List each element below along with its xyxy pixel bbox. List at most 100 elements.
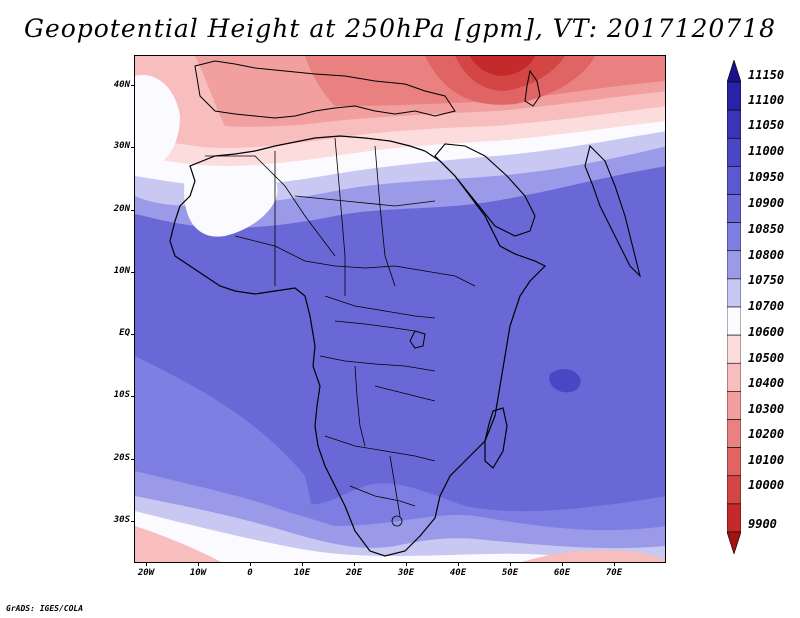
lon-label-10e: 10E: [293, 568, 311, 578]
map-title: Geopotential Height at 250hPa [gpm], VT:…: [23, 14, 777, 43]
lon-label-20w: 20W: [137, 568, 155, 578]
lat-tick: [131, 459, 135, 460]
colorbar-label: 10300: [748, 402, 785, 416]
lon-label-50e: 50E: [501, 568, 519, 578]
border-line: [319, 355, 436, 372]
border-line: [205, 155, 336, 257]
credit-text: GrADS: IGES/COLA: [6, 604, 84, 613]
lat-label-10s: 10S: [113, 390, 130, 400]
border-line: [324, 435, 436, 462]
lon-tick: [354, 562, 355, 566]
lat-tick: [131, 147, 135, 148]
madagascar-coastline: [484, 407, 508, 469]
lat-label-40n: 40N: [113, 80, 130, 90]
mediterranean-outline: [194, 60, 456, 119]
lon-label-20e: 20E: [345, 568, 363, 578]
lon-tick: [406, 562, 407, 566]
field-band-north-10: [470, 56, 535, 76]
country-borders: [205, 137, 476, 517]
border-line: [334, 320, 416, 332]
colorbar-swatch: [727, 334, 741, 364]
colorbar-swatch: [727, 137, 741, 167]
lon-label-30e: 30E: [397, 568, 415, 578]
colorbar-swatch: [727, 475, 741, 505]
arabia-coastline: [434, 143, 536, 237]
colorbar-swatch: [727, 362, 741, 392]
colorbar: [727, 60, 741, 554]
lat-label-eq: EQ: [119, 328, 130, 338]
lon-label-40e: 40E: [449, 568, 467, 578]
field-atlantic-white: [135, 75, 180, 171]
colorbar-label: 10800: [748, 248, 785, 262]
colorbar-label: 10200: [748, 427, 785, 441]
colorbar-swatch: [727, 503, 741, 533]
lon-tick: [458, 562, 459, 566]
field-band-south-7: [521, 550, 665, 562]
border-line: [349, 485, 416, 507]
colorbar-label: 10600: [748, 325, 785, 339]
colorbar-label: 11150: [748, 68, 785, 82]
lat-label-10n: 10N: [113, 266, 130, 276]
lon-tick: [146, 562, 147, 566]
colorbar-label: 10700: [748, 299, 785, 313]
border-line: [334, 137, 346, 296]
field-sahara-white: [184, 169, 278, 237]
colorbar-swatch: [727, 222, 741, 252]
border-line: [374, 385, 436, 402]
lake-victoria-outline: [409, 330, 426, 349]
lon-tick: [510, 562, 511, 566]
field-band-south-6: [135, 526, 222, 562]
colorbar-swatch: [727, 278, 741, 308]
border-line: [374, 145, 396, 287]
colorbar-label: 10400: [748, 376, 785, 390]
lat-tick: [131, 396, 135, 397]
colorbar-label: 11100: [748, 93, 785, 107]
lat-label-20n: 20N: [113, 204, 130, 214]
map-panel: [134, 55, 666, 563]
lon-label-10w: 10W: [189, 568, 207, 578]
colorbar-swatch: [727, 194, 741, 223]
lat-label-30n: 30N: [113, 141, 130, 151]
colorbar-cap-top: [727, 60, 741, 83]
lat-label-20s: 20S: [113, 453, 130, 463]
lat-tick: [131, 521, 135, 522]
border-line: [324, 295, 436, 319]
colorbar-swatch: [727, 306, 741, 336]
caspian-outline: [524, 69, 541, 107]
colorbar-label: 10850: [748, 222, 785, 236]
lat-tick: [131, 272, 135, 273]
colorbar-swatch: [727, 391, 741, 420]
border-line: [234, 235, 476, 287]
colorbar-swatch: [727, 447, 741, 477]
colorbar-swatch: [727, 109, 741, 139]
lon-label-60e: 60E: [553, 568, 571, 578]
lon-tick: [198, 562, 199, 566]
lat-tick: [131, 210, 135, 211]
lon-tick: [250, 562, 251, 566]
colorbar-label: 10100: [748, 453, 785, 467]
colorbar-label: 9900: [748, 517, 777, 531]
colorbar-label: 10950: [748, 170, 785, 184]
colorbar-cap-bottom: [727, 531, 741, 554]
lat-label-30s: 30S: [113, 515, 130, 525]
lat-tick: [131, 85, 135, 86]
lesotho-outline: [391, 515, 403, 527]
lat-tick: [131, 334, 135, 335]
india-coastline: [584, 144, 642, 278]
field-indian-ocean-patch: [549, 369, 581, 393]
colorbar-swatch: [727, 166, 741, 195]
field-band-south-5: [135, 511, 665, 562]
border-line: [389, 455, 401, 517]
colorbar-swatch: [727, 81, 741, 111]
lon-tick: [614, 562, 615, 566]
border-line: [354, 365, 366, 447]
colorbar-label: 10500: [748, 351, 785, 365]
border-line: [294, 195, 436, 207]
lon-tick: [562, 562, 563, 566]
colorbar-label: 10900: [748, 196, 785, 210]
africa-coastline: [169, 135, 547, 557]
colorbar-label: 10000: [748, 478, 785, 492]
colorbar-swatch: [727, 250, 741, 280]
lon-tick: [302, 562, 303, 566]
height-field-map: [135, 56, 665, 562]
